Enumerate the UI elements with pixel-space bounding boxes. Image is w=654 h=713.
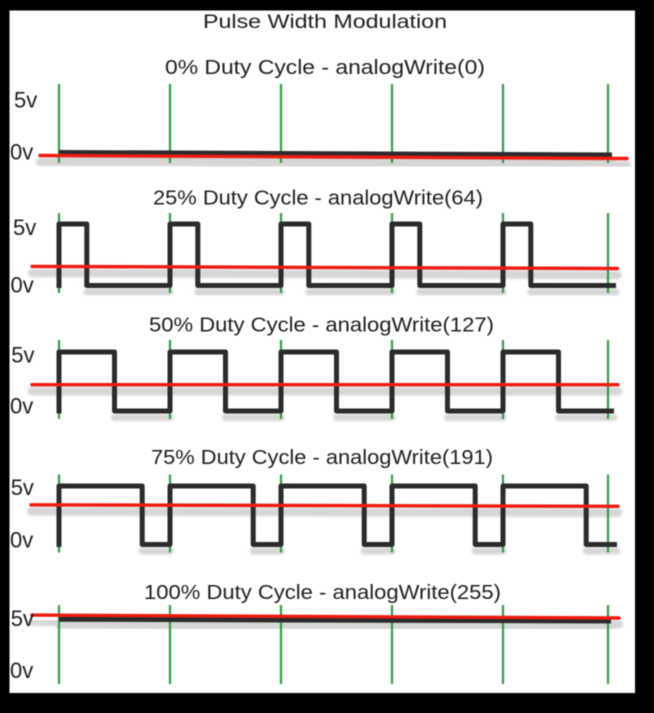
svg-text:5v: 5v (11, 606, 34, 631)
svg-text:5v: 5v (14, 87, 37, 112)
svg-text:0v: 0v (10, 140, 33, 165)
svg-text:5v: 5v (11, 475, 34, 500)
svg-text:5v: 5v (11, 343, 34, 368)
svg-text:0v: 0v (11, 273, 34, 298)
svg-text:5v: 5v (13, 215, 36, 240)
svg-text:100% Duty Cycle - analogWrite(: 100% Duty Cycle - analogWrite(255) (144, 582, 501, 604)
svg-text:0v: 0v (10, 393, 33, 418)
svg-text:25% Duty Cycle - analogWrite(6: 25% Duty Cycle - analogWrite(64) (153, 188, 483, 210)
svg-text:0% Duty Cycle - analogWrite(0): 0% Duty Cycle - analogWrite(0) (165, 57, 485, 79)
svg-text:Pulse Width Modulation: Pulse Width Modulation (203, 12, 447, 33)
svg-text:0v: 0v (10, 658, 33, 683)
svg-text:50% Duty Cycle - analogWrite(1: 50% Duty Cycle - analogWrite(127) (149, 315, 494, 337)
svg-text:0v: 0v (10, 528, 33, 553)
svg-text:75% Duty Cycle - analogWrite(1: 75% Duty Cycle - analogWrite(191) (151, 447, 493, 469)
